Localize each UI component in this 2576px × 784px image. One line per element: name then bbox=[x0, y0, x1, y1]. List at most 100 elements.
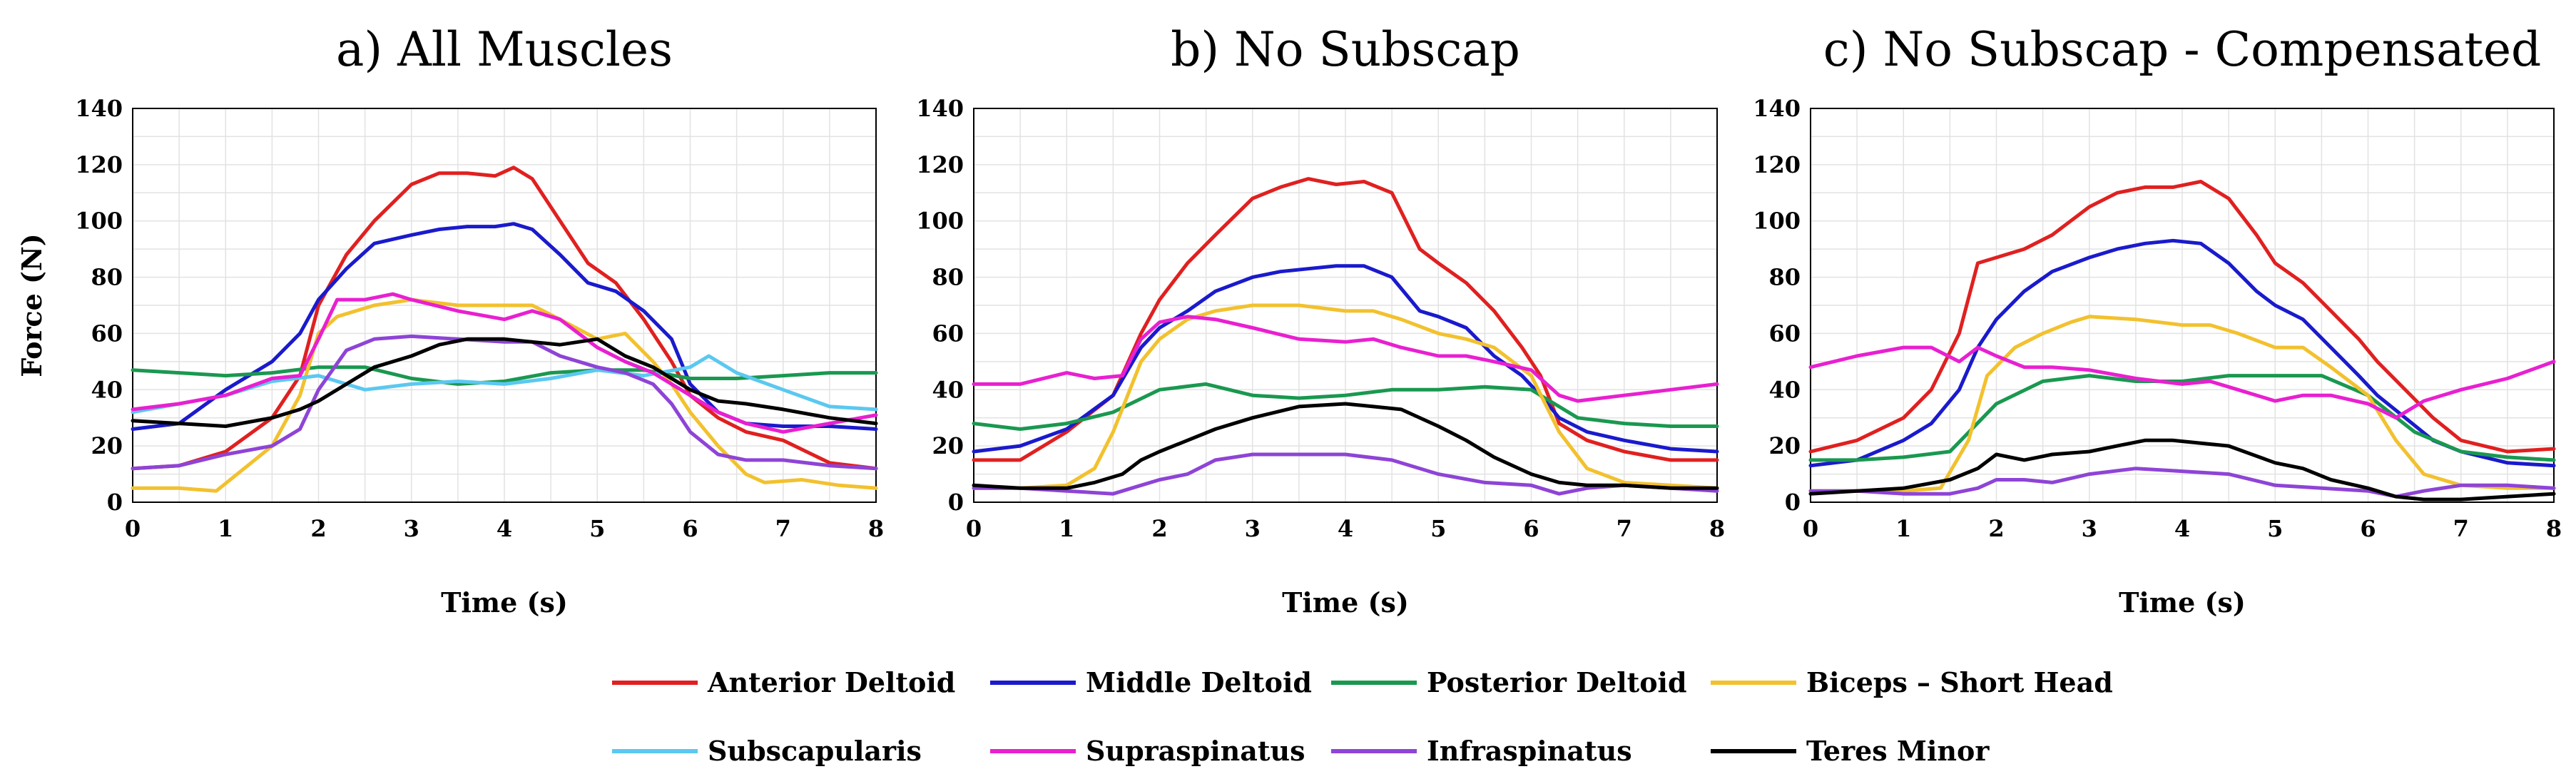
y-tick-label: 120 bbox=[916, 151, 964, 178]
series-line-teres-minor bbox=[972, 402, 1719, 490]
x-tick-label: 7 bbox=[775, 515, 791, 542]
plot-frame bbox=[1810, 108, 2555, 503]
series-line-biceps-short-head bbox=[972, 303, 1719, 490]
series-line-infraspinatus bbox=[1808, 467, 2556, 499]
y-tick-label: 60 bbox=[932, 320, 964, 347]
y-tick-label: 140 bbox=[75, 95, 123, 122]
x-tick-label: 5 bbox=[2267, 515, 2283, 542]
x-tick-label: 7 bbox=[1617, 515, 1632, 542]
x-tick-label: 4 bbox=[497, 515, 512, 542]
legend-item-teres-minor: Teres Minor bbox=[1711, 735, 1990, 767]
x-tick-label: 0 bbox=[1803, 515, 1818, 542]
legend-item-posterior-deltoid: Posterior Deltoid bbox=[1331, 666, 1687, 698]
y-tick-label: 140 bbox=[916, 95, 964, 122]
x-tick-label: 6 bbox=[682, 515, 698, 542]
chart-title: b) No Subscap bbox=[1171, 22, 1520, 77]
series-line-supraspinatus bbox=[131, 292, 878, 434]
y-tick-label: 100 bbox=[1753, 208, 1801, 235]
y-tick-label: 80 bbox=[91, 264, 123, 291]
y-tick-label: 0 bbox=[948, 489, 964, 516]
x-tick-label: 3 bbox=[404, 515, 419, 542]
x-tick-label: 1 bbox=[1059, 515, 1074, 542]
x-tick-label: 8 bbox=[2546, 515, 2562, 542]
series-line-subscapularis bbox=[131, 354, 878, 414]
chart-panel-2: 0 20 40 60 80 100 120 140 0 1 2 3 4 5 6 7 8 b) No Subscap… bbox=[916, 22, 1725, 618]
y-tick-label: 80 bbox=[1768, 264, 1801, 291]
x-tick-label: 3 bbox=[1245, 515, 1261, 542]
plot-frame bbox=[973, 108, 1718, 503]
legend-label: Middle Deltoid bbox=[1086, 666, 1312, 698]
y-tick-label: 60 bbox=[1768, 320, 1801, 347]
series-line-middle-deltoid bbox=[972, 264, 1719, 454]
x-tick-label: 8 bbox=[1709, 515, 1725, 542]
legend-label: Teres Minor bbox=[1806, 735, 1990, 767]
legend-item-middle-deltoid: Middle Deltoid bbox=[990, 666, 1312, 698]
x-tick-label: 1 bbox=[218, 515, 233, 542]
y-tick-label: 140 bbox=[1753, 95, 1801, 122]
series-line-supraspinatus bbox=[1808, 345, 2556, 420]
y-tick-label: 40 bbox=[91, 376, 123, 403]
x-axis-label: Time (s) bbox=[2119, 586, 2246, 618]
chart-title: a) All Muscles bbox=[336, 22, 673, 77]
chart-panel-3: 0 20 40 60 80 100 120 140 0 1 2 3 4 5 6 7 8 c) No Subscap… bbox=[1753, 22, 2562, 618]
legend-item-subscapularis: Subscapularis bbox=[612, 735, 922, 767]
x-tick-label: 0 bbox=[125, 515, 141, 542]
legend: Anterior Deltoid Middle Deltoid Posterior … bbox=[612, 666, 2113, 767]
x-tick-label: 7 bbox=[2453, 515, 2469, 542]
y-tick-label: 60 bbox=[91, 320, 123, 347]
y-tick-label: 120 bbox=[1753, 151, 1801, 178]
x-tick-label: 4 bbox=[1338, 515, 1353, 542]
y-tick-label: 100 bbox=[75, 208, 123, 235]
grid bbox=[973, 108, 1718, 503]
legend-label: Subscapularis bbox=[708, 735, 922, 767]
plot-frame bbox=[132, 108, 877, 503]
x-tick-label: 6 bbox=[2360, 515, 2376, 542]
y-tick-label: 40 bbox=[1768, 376, 1801, 403]
x-tick-label: 4 bbox=[2174, 515, 2190, 542]
legend-item-biceps-short-head: Biceps – Short Head bbox=[1711, 666, 2113, 698]
y-tick-label: 0 bbox=[1785, 489, 1801, 516]
legend-item-anterior-deltoid: Anterior Deltoid bbox=[612, 666, 955, 698]
series-line-teres-minor bbox=[1808, 438, 2556, 502]
series-line-posterior-deltoid bbox=[1808, 374, 2556, 462]
x-tick-label: 8 bbox=[868, 515, 884, 542]
y-tick-label: 80 bbox=[932, 264, 964, 291]
chart-title: c) No Subscap - Compensated bbox=[1823, 22, 2542, 77]
y-axis-label: Force (N) bbox=[16, 233, 48, 377]
series-line-teres-minor bbox=[131, 337, 878, 428]
y-tick-label: 20 bbox=[91, 432, 123, 459]
x-tick-label: 2 bbox=[1988, 515, 2004, 542]
x-axis-label: Time (s) bbox=[1282, 586, 1409, 618]
series-line-anterior-deltoid bbox=[972, 177, 1719, 462]
x-tick-label: 1 bbox=[1895, 515, 1911, 542]
series-line-posterior-deltoid bbox=[972, 382, 1719, 431]
x-tick-label: 2 bbox=[1151, 515, 1167, 542]
chart-panel-1: 0 20 40 60 80 100 120 140 0 1 2 3 4 5 6 7 8 a) All Muscle… bbox=[16, 22, 884, 618]
y-tick-label: 40 bbox=[932, 376, 964, 403]
x-tick-label: 6 bbox=[1523, 515, 1539, 542]
legend-label: Infraspinatus bbox=[1427, 735, 1632, 767]
y-tick-label: 20 bbox=[932, 432, 964, 459]
y-tick-label: 100 bbox=[916, 208, 964, 235]
legend-label: Biceps – Short Head bbox=[1806, 666, 2113, 698]
x-tick-label: 0 bbox=[966, 515, 982, 542]
series-line-supraspinatus bbox=[972, 315, 1719, 403]
x-axis-label: Time (s) bbox=[441, 586, 568, 618]
series-line-biceps-short-head bbox=[1808, 315, 2556, 493]
y-tick-label: 120 bbox=[75, 151, 123, 178]
y-tick-label: 20 bbox=[1768, 432, 1801, 459]
x-tick-label: 5 bbox=[589, 515, 605, 542]
legend-label: Anterior Deltoid bbox=[707, 666, 955, 698]
x-tick-label: 3 bbox=[2082, 515, 2097, 542]
series-line-anterior-deltoid bbox=[1808, 180, 2556, 454]
legend-label: Posterior Deltoid bbox=[1427, 666, 1687, 698]
legend-label: Supraspinatus bbox=[1086, 735, 1305, 767]
legend-item-supraspinatus: Supraspinatus bbox=[990, 735, 1305, 767]
grid bbox=[1810, 108, 2555, 503]
y-tick-label: 0 bbox=[107, 489, 123, 516]
x-tick-label: 2 bbox=[310, 515, 326, 542]
legend-item-infraspinatus: Infraspinatus bbox=[1331, 735, 1632, 767]
series-line-infraspinatus bbox=[972, 452, 1719, 496]
x-tick-label: 5 bbox=[1430, 515, 1446, 542]
